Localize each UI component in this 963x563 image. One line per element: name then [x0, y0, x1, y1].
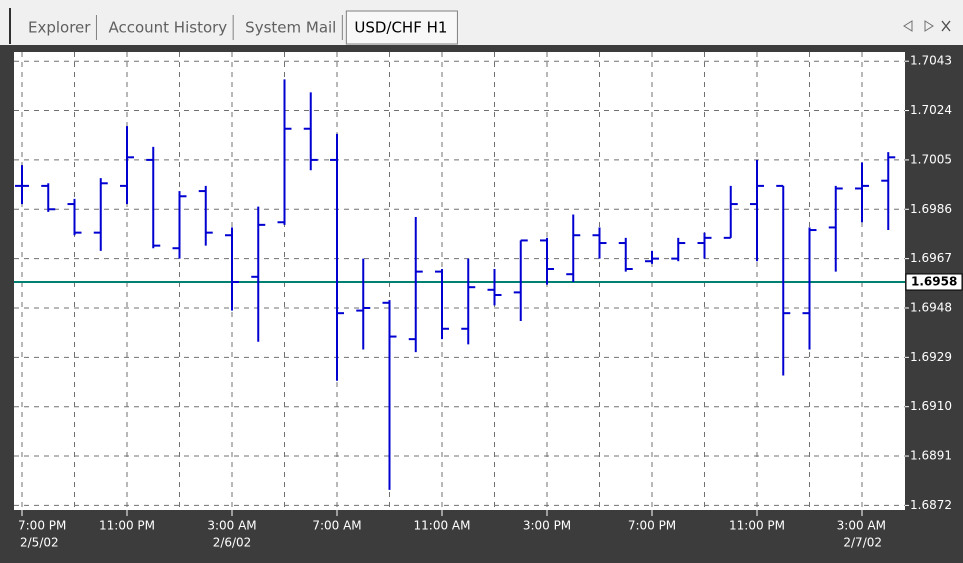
tab-label[interactable]: Explorer: [28, 19, 91, 37]
y-tick-label: 1.6929: [910, 350, 952, 364]
x-tick-label: 3:00 AM: [207, 519, 256, 533]
x-tick-label: 3:00 AM: [837, 519, 886, 533]
y-tick-label: 1.6986: [910, 202, 952, 216]
active-tab[interactable]: [345, 10, 458, 45]
y-tick-label: 1.6948: [910, 300, 952, 314]
y-tick-label: 1.7024: [910, 103, 952, 117]
y-tick-label: 1.6910: [910, 399, 952, 413]
y-tick-label: 1.6872: [910, 498, 952, 512]
scroll-left[interactable]: [903, 20, 913, 32]
x-tick-label: 7:00 AM: [312, 519, 361, 533]
tab-label[interactable]: System Mail: [245, 19, 336, 37]
y-tick-label: 1.7043: [910, 54, 952, 68]
current-price-tag: [905, 273, 963, 291]
x-tick-label: 11:00 PM: [729, 519, 785, 533]
y-tick-label: 1.6967: [910, 251, 952, 265]
x-date-label: 2/5/02: [20, 536, 59, 550]
x-tick-label: 3:00 PM: [523, 519, 571, 533]
x-tick-label: 11:00 AM: [414, 519, 471, 533]
x-date-label: 2/6/02: [213, 536, 252, 550]
x-date-label: 2/7/02: [843, 536, 882, 550]
tab-bar: [0, 0, 963, 45]
y-tick-label: 1.7005: [910, 152, 952, 166]
x-tick-label: 7:00 PM: [18, 519, 66, 533]
y-tick-label: 1.6891: [910, 449, 952, 463]
tab-label[interactable]: USD/CHF H1: [354, 19, 447, 37]
x-tick-label: 11:00 PM: [99, 519, 155, 533]
close-tab[interactable]: [941, 20, 951, 32]
tab-label[interactable]: Account History: [108, 19, 227, 37]
scroll-right[interactable]: [924, 20, 934, 32]
x-tick-label: 7:00 PM: [628, 519, 676, 533]
current-price-label: 1.6958: [911, 275, 957, 289]
tabs: Explorer Account History System Mail USD/CH…: [28, 10, 458, 45]
chart: 1.7043 1.7024 1.7005 1.6986 1.6967 1.6948 1.69…: [14, 52, 963, 550]
